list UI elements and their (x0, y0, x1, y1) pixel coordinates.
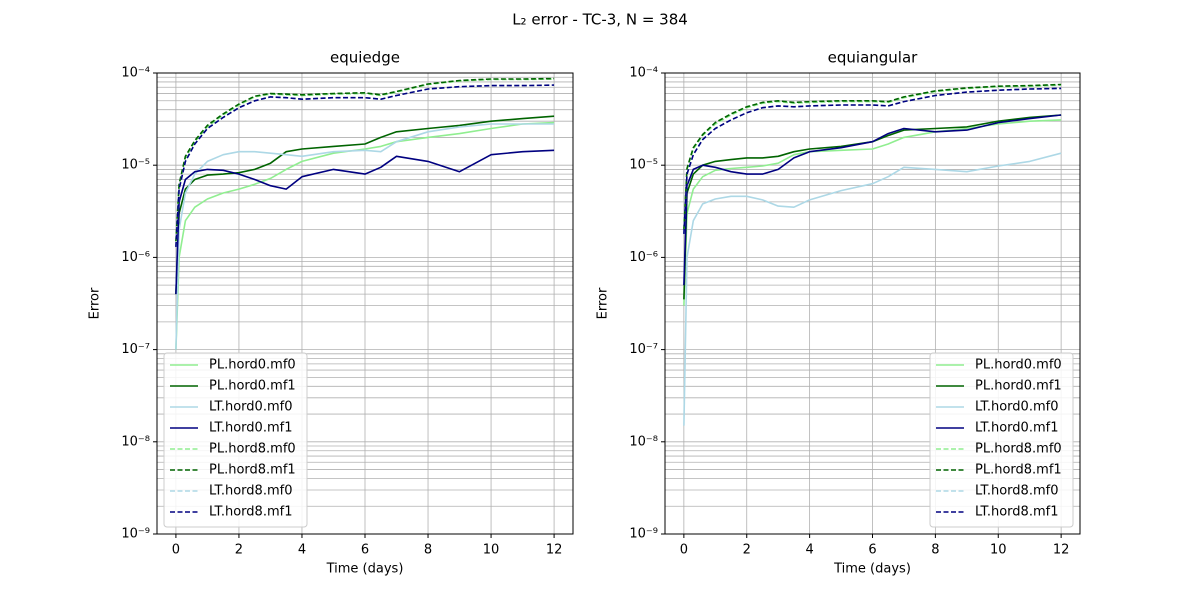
y-tick-label: 10⁻⁴ (121, 66, 150, 81)
series-line (683, 152, 1062, 426)
axes-frame (664, 72, 1081, 535)
series-line (175, 115, 555, 295)
legend-box (163, 352, 308, 528)
series-line (175, 121, 555, 350)
y-tick-label: 10⁻⁶ (629, 250, 658, 265)
legend-label: PL.hord8.mf1 (209, 463, 296, 478)
subplot-title: equiedge (330, 49, 400, 67)
x-axis-label: Time (days) (833, 562, 911, 577)
legend-label: PL.hord8.mf0 (209, 442, 296, 457)
x-tick-label: 8 (424, 543, 432, 558)
subplot-title: equiangular (828, 49, 919, 67)
subplot: 10⁻⁹ 10⁻⁸ 10⁻⁷ 10⁻⁶ 10⁻⁵ 10⁻⁴ 0 2 4 6 8 10 12 equiedg… (88, 49, 574, 577)
y-axis-label: Error (596, 287, 611, 319)
x-tick-label: 2 (235, 543, 243, 558)
subplot: 10⁻⁹ 10⁻⁸ 10⁻⁷ 10⁻⁶ 10⁻⁵ 10⁻⁴ 0 2 4 6 8 10 12 equiang… (596, 49, 1081, 577)
y-tick-label: 10⁻⁵ (121, 158, 150, 173)
series-line (175, 84, 555, 247)
x-tick-label: 10 (990, 543, 1007, 558)
x-tick-label: 8 (931, 543, 939, 558)
x-tick-label: 6 (868, 543, 876, 558)
x-tick-label: 0 (680, 543, 688, 558)
series-line (683, 87, 1062, 234)
x-tick-label: 12 (546, 543, 563, 558)
x-tick-label: 12 (1053, 543, 1070, 558)
y-axis-label: Error (88, 287, 103, 319)
y-tick-label: 10⁻⁹ (629, 527, 658, 542)
series-line (683, 119, 1062, 306)
legend-label: PL.hord0.mf0 (209, 358, 296, 373)
y-tick-label: 10⁻⁷ (629, 342, 658, 357)
y-tick-label: 10⁻⁴ (629, 66, 658, 81)
legend-label: LT.hord0.mf0 (209, 400, 292, 415)
legend-label: PL.hord0.mf1 (975, 379, 1062, 394)
series-line (175, 77, 555, 242)
series-line (175, 149, 555, 295)
figure-title: L₂ error - TC-3, N = 384 (512, 11, 688, 29)
y-tick-label: 10⁻⁸ (629, 434, 658, 449)
series-line (683, 114, 1062, 286)
x-tick-label: 2 (743, 543, 751, 558)
legend-label: LT.hord8.mf1 (975, 505, 1058, 520)
legend-label: LT.hord8.mf1 (209, 505, 292, 520)
y-tick-label: 10⁻⁵ (629, 158, 658, 173)
legend-label: LT.hord0.mf1 (209, 421, 292, 436)
axes-frame (156, 72, 574, 535)
legend-label: LT.hord8.mf0 (209, 484, 292, 499)
x-axis-label: Time (days) (326, 562, 404, 577)
legend-label: PL.hord0.mf0 (975, 358, 1062, 373)
y-tick-label: 10⁻⁹ (121, 527, 150, 542)
x-tick-label: 10 (483, 543, 500, 558)
legend-label: PL.hord0.mf1 (209, 379, 296, 394)
legend-label: LT.hord0.mf1 (975, 421, 1058, 436)
series-line (683, 114, 1062, 300)
legend-label: PL.hord8.mf0 (975, 442, 1062, 457)
legend: PL.hord0.mf0 PL.hord0.mf1 LT.hord0.mf0 LT.h… (929, 352, 1074, 528)
x-tick-label: 0 (172, 543, 180, 558)
legend: PL.hord0.mf0 PL.hord0.mf1 LT.hord0.mf0 LT.h… (163, 352, 308, 528)
y-tick-label: 10⁻⁷ (121, 342, 150, 357)
y-tick-label: 10⁻⁶ (121, 250, 150, 265)
legend-label: LT.hord0.mf0 (975, 400, 1058, 415)
series-line (683, 83, 1062, 230)
x-tick-label: 6 (361, 543, 369, 558)
y-tick-label: 10⁻⁸ (121, 434, 150, 449)
x-tick-label: 4 (298, 543, 306, 558)
legend-label: LT.hord8.mf0 (975, 484, 1058, 499)
legend-box (929, 352, 1074, 528)
legend-label: PL.hord8.mf1 (975, 463, 1062, 478)
x-tick-label: 4 (805, 543, 813, 558)
